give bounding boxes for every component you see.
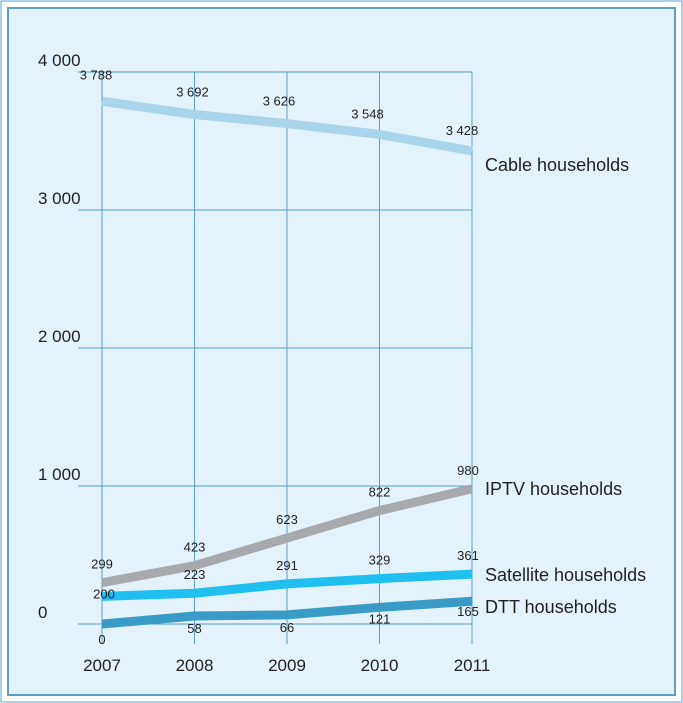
series-line-1 xyxy=(101,484,474,588)
y-tick-label: 2 000 xyxy=(38,327,81,346)
data-label: 3 788 xyxy=(80,67,113,82)
y-tick-label: 3 000 xyxy=(38,189,81,208)
data-label: 623 xyxy=(276,512,298,527)
data-label: 0 xyxy=(98,632,105,647)
data-label: 3 626 xyxy=(263,94,296,109)
series-label: IPTV households xyxy=(485,479,622,499)
series-label: Cable households xyxy=(485,155,629,175)
data-label: 361 xyxy=(457,548,479,563)
data-label: 3 428 xyxy=(446,123,479,138)
series-label: Satellite households xyxy=(485,565,646,585)
x-tick-label: 2009 xyxy=(268,656,306,675)
data-label: 200 xyxy=(93,586,115,601)
y-tick-label: 1 000 xyxy=(38,465,81,484)
data-label: 165 xyxy=(457,604,479,619)
x-tick-label: 2007 xyxy=(83,656,121,675)
data-label: 423 xyxy=(184,540,206,555)
series-line-3 xyxy=(101,596,473,629)
x-tick-label: 2008 xyxy=(176,656,214,675)
data-label: 980 xyxy=(457,463,479,478)
data-label: 3 692 xyxy=(176,85,209,100)
x-tick-label: 2011 xyxy=(454,656,491,675)
data-label: 822 xyxy=(369,485,391,500)
data-label: 121 xyxy=(369,611,391,626)
series-line-0 xyxy=(101,96,473,156)
series-label: DTT households xyxy=(485,597,617,617)
data-label: 3 548 xyxy=(351,106,384,121)
y-tick-label: 0 xyxy=(38,603,47,622)
y-tick-label: 4 000 xyxy=(38,51,81,70)
x-tick-label: 2010 xyxy=(361,656,399,675)
data-label: 299 xyxy=(91,557,113,572)
data-label: 58 xyxy=(187,621,201,636)
data-label: 291 xyxy=(276,558,298,573)
data-label: 66 xyxy=(280,620,294,635)
data-label: 223 xyxy=(184,567,206,582)
series-line-2 xyxy=(101,569,473,601)
data-label: 329 xyxy=(369,553,391,568)
